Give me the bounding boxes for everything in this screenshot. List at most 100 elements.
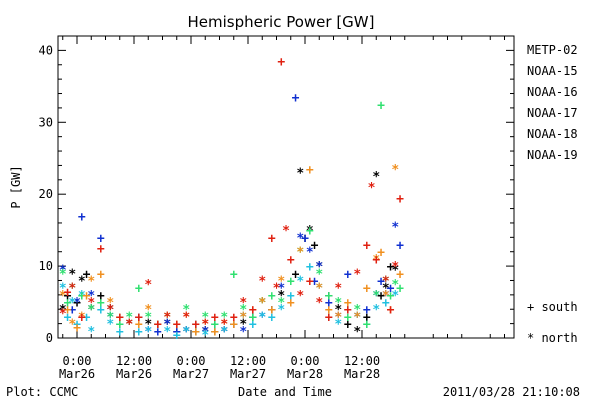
data-point-noaa-18: +: [344, 296, 352, 311]
data-point-noaa-15: *: [315, 260, 323, 275]
data-point-noaa-16: +: [211, 325, 219, 340]
data-point-noaa-18: +: [249, 303, 257, 318]
data-point-noaa-18: *: [182, 310, 190, 325]
data-point-noaa-19: *: [334, 282, 342, 297]
data-point-noaa-16: *: [125, 318, 133, 333]
data-point-metp-02: +: [249, 310, 257, 325]
data-point-metp-02: +: [192, 325, 200, 340]
data-point-noaa-15: +: [325, 296, 333, 311]
data-point-noaa-15: +: [387, 282, 395, 297]
data-point-noaa-15: *: [59, 264, 67, 279]
data-point-noaa-17: +: [344, 310, 352, 325]
data-point-metp-02: *: [334, 303, 342, 318]
data-point-noaa-19: +: [277, 55, 285, 70]
data-point-noaa-19: +: [287, 253, 295, 268]
x-axis: 0:00Mar2612:00Mar260:00Mar2712:00Mar270:…: [59, 36, 505, 381]
data-point-metp-02: *: [106, 303, 114, 318]
data-point-noaa-15: *: [144, 325, 152, 340]
data-point-noaa-16: +: [64, 310, 72, 325]
data-point-noaa-18: +: [396, 267, 404, 282]
data-point-noaa-18: *: [353, 310, 361, 325]
data-point-noaa-19: *: [258, 274, 266, 289]
data-point-noaa-18: +: [377, 246, 385, 261]
data-point-noaa-15: *: [372, 289, 380, 304]
data-point-noaa-18: *: [68, 318, 76, 333]
data-point-noaa-17: +: [97, 296, 105, 311]
data-point-noaa-18: *: [277, 274, 285, 289]
data-point-noaa-16: *: [277, 303, 285, 318]
data-point-noaa-15: +: [68, 303, 76, 318]
data-point-noaa-17: *: [372, 289, 380, 304]
data-point-noaa-18: *: [372, 253, 380, 268]
data-point-noaa-17: *: [182, 303, 190, 318]
data-point-noaa-18: *: [125, 318, 133, 333]
data-point-noaa-19: +: [372, 253, 380, 268]
data-point-noaa-19: +: [230, 310, 238, 325]
data-point-metp-02: +: [64, 289, 72, 304]
data-point-noaa-19: +: [325, 310, 333, 325]
footer-plot-credit: Plot: CCMC: [6, 385, 78, 399]
data-point-noaa-15: +: [192, 318, 200, 333]
data-point-noaa-19: *: [368, 181, 376, 196]
data-point-noaa-17: *: [87, 303, 95, 318]
data-point-noaa-19: +: [135, 310, 143, 325]
data-point-noaa-18: +: [306, 163, 314, 178]
data-point-metp-02: +: [97, 289, 105, 304]
data-point-noaa-18: +: [387, 303, 395, 318]
data-point-metp-02: +: [344, 318, 352, 333]
y-tick-label: 10: [39, 259, 53, 273]
y-tick-label: 30: [39, 115, 53, 129]
data-point-noaa-16: *: [163, 325, 171, 340]
data-point-noaa-18: +: [135, 318, 143, 333]
data-point-noaa-17: *: [68, 282, 76, 297]
data-point-noaa-19: +: [268, 231, 276, 246]
legend: METP-02 NOAA-15 NOAA-16 NOAA-17 NOAA-18 NOAA-…: [527, 43, 578, 162]
data-point-noaa-15: *: [391, 221, 399, 236]
data-point-noaa-17: *: [296, 246, 304, 261]
data-point-noaa-18: *: [258, 296, 266, 311]
data-point-noaa-15: +: [301, 231, 309, 246]
legend-entry-noaa-18: NOAA-18: [527, 127, 578, 141]
data-point-metp-02: *: [258, 296, 266, 311]
data-point-metp-02: *: [78, 274, 86, 289]
data-point-noaa-18: +: [64, 303, 72, 318]
data-point-noaa-19: *: [220, 318, 228, 333]
data-point-noaa-15: *: [182, 325, 190, 340]
data-point-noaa-17: *: [258, 296, 266, 311]
data-point-noaa-16: +: [325, 310, 333, 325]
y-tick-label: 40: [39, 43, 53, 57]
data-point-noaa-17: +: [249, 310, 257, 325]
data-point-noaa-17: *: [220, 310, 228, 325]
data-point-metp-02: *: [277, 289, 285, 304]
data-point-metp-02: *: [315, 260, 323, 275]
data-point-noaa-18: *: [296, 246, 304, 261]
data-point-noaa-19: +: [344, 303, 352, 318]
data-point-noaa-17: +: [64, 296, 72, 311]
x-tick-label-date: Mar28: [287, 367, 323, 381]
data-point-metp-02: +: [268, 303, 276, 318]
data-point-metp-02: *: [306, 224, 314, 239]
data-point-metp-02: +: [211, 325, 219, 340]
data-point-noaa-19: *: [382, 274, 390, 289]
data-point-metp-02: +: [83, 267, 91, 282]
data-point-noaa-18: *: [220, 318, 228, 333]
data-point-noaa-15: +: [249, 310, 257, 325]
data-point-noaa-17: +: [377, 98, 385, 113]
data-point-noaa-15: *: [334, 310, 342, 325]
data-point-metp-02: *: [163, 318, 171, 333]
data-point-noaa-16: *: [144, 325, 152, 340]
data-point-noaa-19: +: [116, 310, 124, 325]
data-point-noaa-19: *: [391, 260, 399, 275]
data-point-noaa-16: *: [182, 325, 190, 340]
data-point-noaa-17: +: [306, 224, 314, 239]
data-point-noaa-19: *: [315, 296, 323, 311]
data-point-noaa-15: *: [353, 310, 361, 325]
data-point-noaa-15: *: [239, 325, 247, 340]
data-point-noaa-16: *: [220, 325, 228, 340]
data-point-noaa-17: +: [287, 274, 295, 289]
data-point-noaa-18: *: [239, 310, 247, 325]
data-point-noaa-18: *: [87, 274, 95, 289]
data-point-noaa-15: +: [396, 239, 404, 254]
data-point-noaa-19: *: [106, 303, 114, 318]
data-point-noaa-18: +: [287, 296, 295, 311]
